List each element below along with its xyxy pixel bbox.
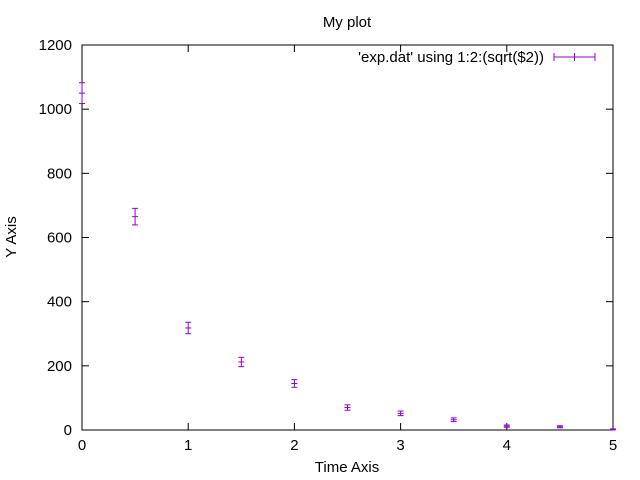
data-point <box>450 417 457 423</box>
data-point <box>185 321 192 335</box>
x-tick-label: 0 <box>78 437 86 454</box>
x-axis: 0 1 2 3 4 5 <box>78 45 617 454</box>
data-point <box>503 424 510 428</box>
data-point <box>344 404 351 411</box>
y-tick-label: 1000 <box>39 101 72 118</box>
data-point <box>79 82 85 105</box>
data-point <box>556 425 563 429</box>
y-axis-label: Y Axis <box>3 216 20 257</box>
y-tick-label: 800 <box>47 165 72 182</box>
data-point <box>610 428 616 431</box>
x-tick-label: 5 <box>609 437 617 454</box>
legend-swatch <box>553 53 596 61</box>
data-point <box>291 379 298 388</box>
y-tick-label: 200 <box>47 358 72 375</box>
y-tick-label: 0 <box>64 422 72 439</box>
legend-label: 'exp.dat' using 1:2:(sqrt($2)) <box>358 49 544 66</box>
y-axis: 0 200 400 600 800 1000 1200 <box>39 37 613 439</box>
x-axis-label: Time Axis <box>315 459 379 476</box>
y-tick-label: 600 <box>47 230 72 247</box>
x-tick-label: 2 <box>290 437 298 454</box>
data-point <box>238 356 245 368</box>
y-tick-label: 400 <box>47 294 72 311</box>
data-point <box>132 207 139 226</box>
chart-title: My plot <box>323 14 372 31</box>
data-point <box>397 410 404 417</box>
x-tick-label: 1 <box>184 437 192 454</box>
x-tick-label: 3 <box>396 437 404 454</box>
y-tick-label: 1200 <box>39 37 72 54</box>
legend: 'exp.dat' using 1:2:(sqrt($2)) <box>358 49 596 66</box>
data-series <box>79 82 616 431</box>
x-tick-label: 4 <box>503 437 511 454</box>
plot-area-frame <box>81 44 614 431</box>
